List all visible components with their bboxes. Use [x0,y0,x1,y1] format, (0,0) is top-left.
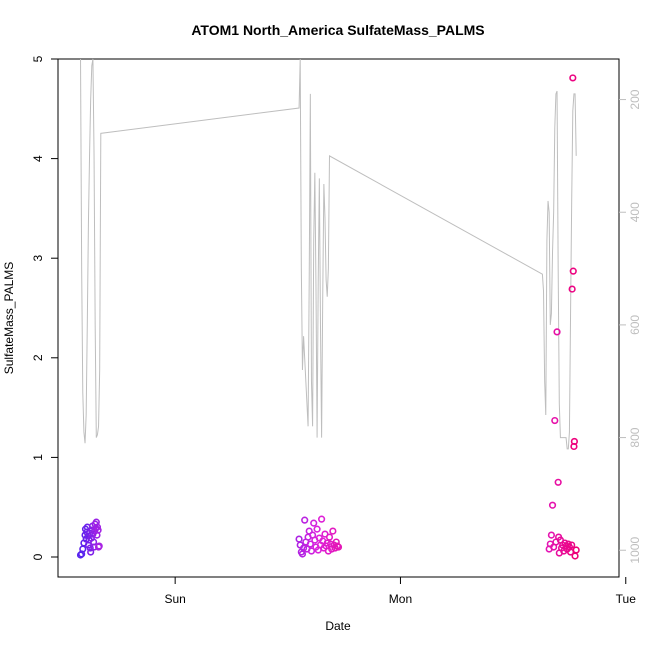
right-tick-label: 400 [628,202,642,222]
right-tick-label: 600 [628,315,642,335]
plot-frame [57,58,620,578]
data-point [334,543,343,551]
y-tick-label: 0 [31,553,45,560]
pressure-line [80,58,577,450]
y-axis-right: 200 400 600 800 1000 [619,89,642,564]
data-point [95,542,103,550]
y-axis-left: 0 1 2 3 4 5 [31,55,58,560]
data-point [310,519,318,527]
right-tick-label: 200 [628,89,642,109]
data-point [301,516,309,524]
data-point [568,541,576,549]
data-point [548,501,557,509]
data-point [554,478,562,486]
y-tick-label: 1 [31,454,45,461]
y-tick-label: 4 [31,155,45,162]
y-tick-label: 3 [31,255,45,262]
y-tick-label: 2 [31,354,45,361]
data-point [551,416,559,425]
data-point [325,533,334,541]
data-point [299,544,308,552]
data-point [313,525,321,533]
data-point [568,285,576,293]
data-point [306,540,314,548]
x-tick-label: Sun [164,592,185,606]
right-tick-label: 1000 [628,537,642,564]
data-point [295,535,303,543]
data-point [86,544,94,552]
data-point [553,328,561,336]
data-point [318,515,326,523]
data-point [87,548,95,556]
x-tick-label: Tue [616,592,637,606]
sulfate-points-series [76,74,580,560]
data-point [307,547,316,555]
data-point [93,523,102,531]
data-point [571,552,579,560]
pressure-series [80,58,577,450]
data-point [569,74,577,82]
x-axis-label: Date [325,619,351,633]
chart-title: ATOM1 North_America SulfateMass_PALMS [191,22,484,38]
data-point [569,267,577,275]
y-tick-label: 5 [31,55,45,62]
y-axis-label: SulfateMass_PALMS [2,262,16,375]
data-point [547,531,556,539]
data-point [94,526,102,534]
right-tick-label: 800 [628,427,642,447]
data-point [572,546,580,554]
data-point [570,437,578,446]
x-tick-label: Mon [389,592,412,606]
data-point [323,539,331,547]
data-point [329,527,337,535]
x-axis: Sun Mon Tue [164,577,636,606]
